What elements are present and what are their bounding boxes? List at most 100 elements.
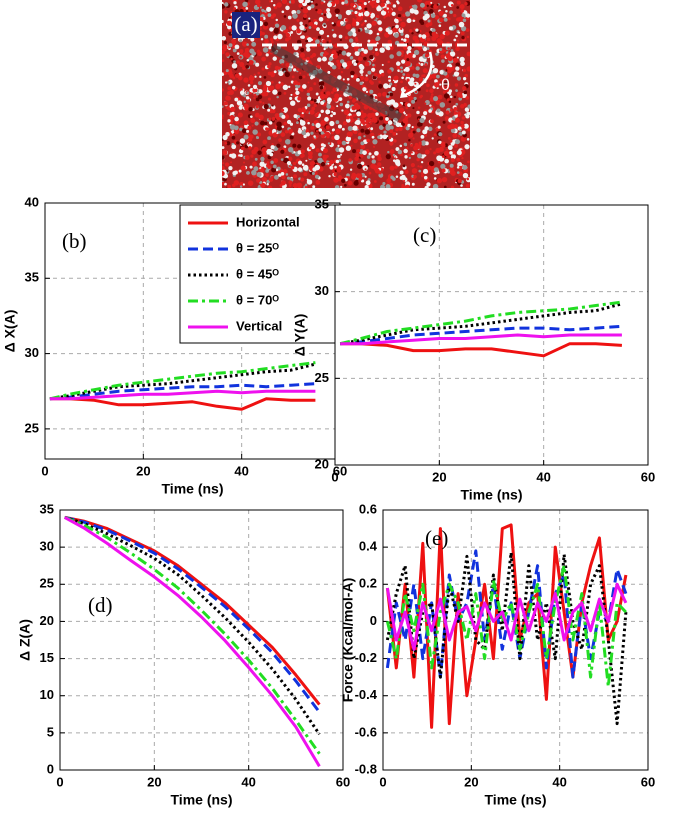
atom xyxy=(322,155,326,158)
atom xyxy=(253,73,256,76)
atom xyxy=(377,94,381,97)
atom xyxy=(461,35,465,40)
atom xyxy=(334,185,340,188)
y-tick-label: 35 xyxy=(315,196,329,211)
atom xyxy=(286,119,292,125)
panel-label: (b) xyxy=(62,229,87,253)
atom xyxy=(239,127,243,132)
atom xyxy=(281,114,286,119)
atom xyxy=(258,89,263,94)
atom xyxy=(266,163,270,168)
atom xyxy=(425,89,429,93)
atom xyxy=(380,10,387,16)
atom xyxy=(387,150,390,154)
atom xyxy=(385,45,390,50)
atom xyxy=(329,165,334,170)
atom xyxy=(257,89,260,92)
atom xyxy=(465,96,470,100)
atom xyxy=(403,38,407,42)
atom xyxy=(236,52,240,55)
atom xyxy=(313,82,317,86)
atom xyxy=(263,104,269,110)
atom xyxy=(233,125,239,131)
atom xyxy=(449,163,454,168)
atom xyxy=(262,151,267,156)
atom xyxy=(246,91,250,95)
atom xyxy=(402,13,406,18)
atom xyxy=(273,56,276,59)
atom xyxy=(323,24,326,27)
atom xyxy=(303,134,307,139)
atom xyxy=(331,64,337,70)
atom xyxy=(450,154,456,160)
atom xyxy=(250,115,253,118)
atom xyxy=(310,161,316,166)
atom xyxy=(352,114,356,117)
atom xyxy=(362,121,366,125)
atom xyxy=(267,108,271,112)
y-tick-label: -0.6 xyxy=(355,724,377,739)
atom xyxy=(233,60,236,64)
atom xyxy=(270,85,275,90)
atom xyxy=(250,154,254,158)
atom xyxy=(307,151,313,156)
atom xyxy=(455,17,461,22)
atom xyxy=(462,172,469,179)
atom xyxy=(263,76,267,79)
atom xyxy=(447,136,451,140)
atom xyxy=(222,35,227,41)
atom xyxy=(347,30,353,37)
atom xyxy=(455,46,460,52)
atom xyxy=(336,59,340,63)
atom xyxy=(374,150,379,156)
atom xyxy=(273,4,276,7)
atom xyxy=(267,51,270,54)
atom xyxy=(346,131,353,138)
atom xyxy=(297,117,301,121)
atom xyxy=(336,22,341,27)
atom xyxy=(453,38,457,42)
atom xyxy=(347,180,353,186)
y-tick-label: 0.4 xyxy=(359,539,378,554)
atom xyxy=(290,30,294,34)
atom xyxy=(338,147,345,153)
atom xyxy=(257,71,261,75)
atom xyxy=(345,18,349,22)
atom xyxy=(403,142,408,146)
atom xyxy=(407,123,411,128)
atom xyxy=(400,21,406,28)
atom xyxy=(398,107,405,113)
atom xyxy=(288,156,293,162)
atom xyxy=(465,28,470,32)
atom xyxy=(364,76,369,82)
atom xyxy=(387,120,393,125)
atom xyxy=(284,111,287,114)
atom xyxy=(346,52,351,57)
atom xyxy=(281,0,288,4)
atom xyxy=(326,19,329,22)
atom xyxy=(341,1,345,5)
atom xyxy=(300,7,303,10)
atom xyxy=(253,93,257,97)
atom xyxy=(280,180,286,186)
atom xyxy=(426,83,430,88)
atom xyxy=(257,51,263,57)
atom xyxy=(398,126,403,131)
atom xyxy=(319,93,326,100)
atom xyxy=(424,63,428,66)
atom xyxy=(273,35,278,40)
atom xyxy=(320,1,324,5)
atom xyxy=(323,91,326,95)
atom xyxy=(448,26,454,31)
atom xyxy=(459,94,463,99)
atom xyxy=(305,159,308,162)
y-tick-label: 35 xyxy=(40,501,54,516)
atom xyxy=(383,83,389,89)
atom xyxy=(310,0,313,3)
atom xyxy=(356,53,360,56)
legend-label: θ = 45ᴼ xyxy=(236,266,279,281)
atom xyxy=(268,177,274,182)
atom xyxy=(293,80,298,86)
atom xyxy=(418,77,424,82)
atom xyxy=(456,150,462,156)
